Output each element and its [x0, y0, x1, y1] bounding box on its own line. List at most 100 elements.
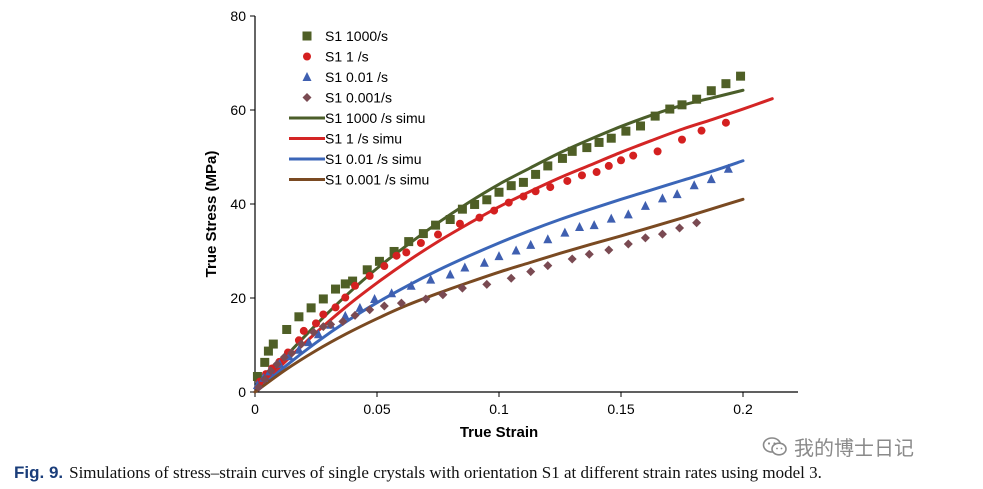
series-line [253, 159, 745, 394]
data-point [518, 177, 528, 187]
data-point [482, 279, 492, 289]
data-point [294, 344, 304, 354]
legend-entry: S1 0.01 /s [302, 69, 388, 85]
legend-label: S1 1000/s [325, 28, 388, 44]
data-point [457, 283, 467, 293]
data-point [263, 346, 273, 356]
data-point [279, 352, 289, 362]
legend-entry: S1 0.001/s [302, 90, 392, 106]
data-point [623, 239, 633, 249]
data-point [404, 237, 414, 247]
figure-caption: Fig. 9. Simulations of stress–strain curv… [14, 463, 979, 483]
legend-label: S1 1 /s [325, 49, 369, 65]
legend-entry: S1 1000 /s simu [289, 110, 425, 126]
data-point [294, 312, 304, 322]
data-point [252, 371, 262, 381]
data-point [331, 303, 340, 312]
data-point [426, 274, 436, 284]
data-point [526, 239, 536, 249]
data-point [629, 151, 638, 160]
data-point [494, 187, 504, 197]
series-s1-0-01-s [252, 163, 733, 389]
data-point [387, 288, 397, 298]
data-point [575, 222, 585, 232]
data-point [697, 126, 706, 135]
data-point [318, 322, 328, 332]
data-point [470, 199, 480, 209]
data-point [306, 303, 316, 313]
data-point [406, 280, 416, 290]
data-point [268, 339, 278, 349]
data-point [692, 94, 702, 104]
data-point [531, 169, 541, 179]
legend-entry: S1 1 /s [303, 49, 369, 65]
data-point [340, 279, 350, 289]
x-axis-title: True Strain [460, 424, 538, 441]
data-point [531, 187, 540, 196]
data-point [296, 339, 306, 349]
data-point [434, 230, 442, 239]
data-point [272, 359, 282, 369]
data-point [557, 153, 567, 163]
data-point [351, 281, 360, 290]
data-point [706, 174, 716, 184]
data-point [546, 183, 555, 192]
data-point [266, 366, 276, 376]
data-point [260, 374, 270, 384]
data-point [543, 161, 553, 171]
data-point [402, 248, 411, 257]
data-point [519, 192, 528, 201]
data-point [604, 245, 614, 255]
data-point [606, 133, 616, 143]
data-point [678, 135, 686, 144]
data-point [460, 262, 470, 272]
x-tick-label: 0.15 [607, 401, 634, 417]
data-point [657, 229, 667, 239]
data-point [299, 326, 308, 335]
data-point [736, 71, 746, 81]
figure-label: Fig. 9. [14, 463, 64, 482]
x-tick-label: 0.2 [733, 401, 753, 417]
data-point [313, 329, 323, 339]
data-point [511, 245, 521, 255]
data-point [374, 256, 384, 266]
data-point [455, 219, 464, 228]
data-point [706, 86, 716, 96]
legend-label: S1 0.001/s [325, 90, 392, 106]
series-s1-1000-s-simu [253, 88, 745, 394]
data-point [640, 200, 650, 210]
data-point [577, 171, 586, 180]
data-point [318, 294, 328, 304]
data-point [657, 193, 667, 203]
data-point [584, 249, 594, 259]
watermark-text: 我的博士日记 [794, 436, 914, 460]
legend-label: S1 0.01 /s simu [325, 151, 422, 167]
data-point [692, 218, 702, 228]
series-line [253, 97, 774, 394]
data-point [312, 319, 320, 328]
series-s1-0-01-s-simu [253, 159, 745, 394]
legend-label: S1 0.01 /s [325, 69, 388, 85]
data-point [617, 156, 625, 165]
y-tick-label: 60 [230, 102, 246, 118]
data-point [326, 319, 336, 329]
y-tick-label: 80 [230, 8, 246, 24]
legend-swatch [302, 72, 312, 81]
data-point [543, 234, 553, 244]
data-point [589, 220, 599, 230]
data-point [721, 118, 730, 127]
data-point [348, 276, 358, 286]
watermark: 我的博士日记 [762, 432, 914, 461]
data-point [650, 111, 660, 121]
data-point [396, 298, 406, 308]
data-point [341, 293, 350, 302]
series-line [253, 197, 745, 394]
series-s1-1-s-simu [253, 97, 774, 394]
wechat-icon [762, 436, 787, 456]
series-s1-0-001-s-simu [253, 197, 745, 394]
data-point [309, 327, 319, 337]
data-point [482, 195, 492, 205]
data-point [421, 294, 431, 304]
data-point [636, 121, 646, 131]
legend-entry: S1 1000/s [302, 28, 388, 44]
